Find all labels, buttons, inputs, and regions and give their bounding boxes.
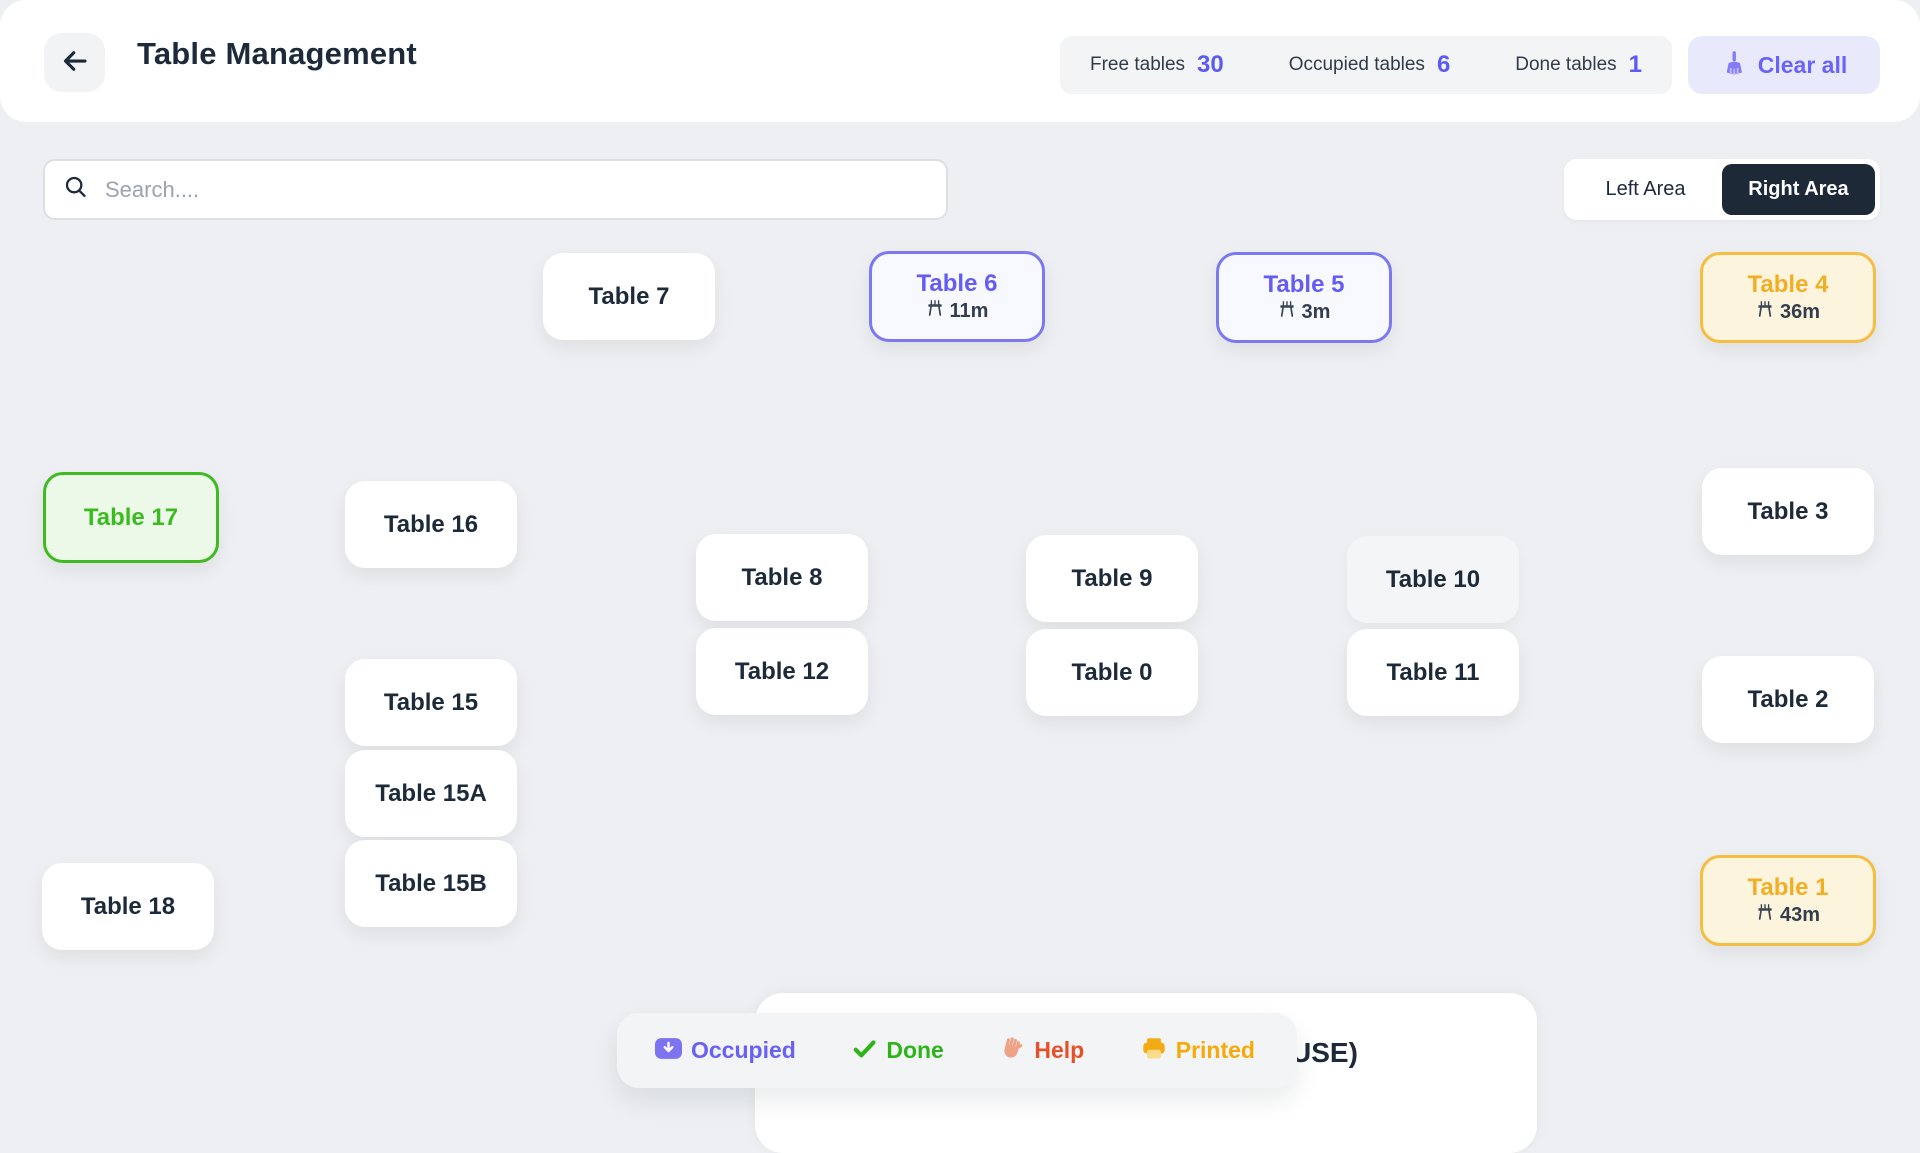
table-icon xyxy=(1756,300,1774,324)
check-icon xyxy=(852,1036,877,1066)
table-card-label: Table 7 xyxy=(588,282,670,310)
table-timer: 43m xyxy=(1756,903,1820,927)
left-area-button[interactable]: Left Area xyxy=(1569,164,1722,215)
table-card[interactable]: Table 7 xyxy=(543,253,715,340)
clear-all-button[interactable]: Clear all xyxy=(1688,36,1880,94)
stats-bar: Free tables 30 Occupied tables 6 Done ta… xyxy=(1060,36,1672,94)
legend-item-help: Help xyxy=(1000,1036,1084,1066)
table-timer: 36m xyxy=(1756,300,1820,324)
table-card-label: Table 15 xyxy=(383,688,479,716)
table-card[interactable]: Table 4 36m xyxy=(1700,252,1876,343)
occupied-tray-icon xyxy=(655,1037,682,1064)
table-card-label: Table 2 xyxy=(1747,685,1829,713)
search-box xyxy=(43,159,948,220)
table-card-label: Table 17 xyxy=(83,503,179,531)
page-title: Table Management xyxy=(137,36,417,71)
table-timer: 3m xyxy=(1278,300,1331,324)
table-card-label: Table 10 xyxy=(1385,565,1481,593)
table-card-label: Table 0 xyxy=(1071,658,1153,686)
stat-value: 30 xyxy=(1197,51,1224,78)
table-timer-text: 11m xyxy=(949,299,989,322)
table-card[interactable]: Table 3 xyxy=(1702,468,1874,555)
broom-icon xyxy=(1721,50,1747,81)
table-card-label: Table 18 xyxy=(80,892,176,920)
search-icon xyxy=(63,174,89,205)
printer-icon xyxy=(1141,1037,1167,1065)
table-card[interactable]: Table 15 xyxy=(345,659,517,746)
stat-label: Free tables xyxy=(1090,54,1186,75)
legend-item-occupied: Occupied xyxy=(655,1037,796,1064)
table-card[interactable]: Table 1 43m xyxy=(1700,855,1876,946)
table-card-label: Table 12 xyxy=(734,657,830,685)
stat-occupied-tables: Occupied tables 6 xyxy=(1289,51,1451,79)
clear-all-label: Clear all xyxy=(1757,51,1848,78)
table-icon xyxy=(1756,903,1774,927)
table-icon xyxy=(926,299,944,323)
stat-value: 1 xyxy=(1628,51,1642,78)
legend-label: Occupied xyxy=(691,1037,796,1063)
table-timer-text: 43m xyxy=(1779,903,1821,926)
table-card-label: Table 6 xyxy=(916,270,998,297)
table-card-label: Table 9 xyxy=(1071,564,1153,592)
table-card[interactable]: Table 16 xyxy=(345,481,517,568)
floor-plan: Table 7 Table 6 11m Table 5 xyxy=(42,251,1876,950)
table-timer-text: 3m xyxy=(1301,300,1331,323)
table-card-label: Table 16 xyxy=(383,510,479,538)
status-legend: Occupied Done Help xyxy=(617,1013,1297,1088)
partial-table-card-label: USE) xyxy=(1291,1037,1358,1068)
stat-free-tables: Free tables 30 xyxy=(1090,51,1224,79)
table-card[interactable]: Table 12 xyxy=(696,628,868,715)
legend-label: Done xyxy=(886,1037,944,1063)
table-card[interactable]: Table 6 11m xyxy=(869,251,1045,342)
table-card[interactable]: Table 18 xyxy=(42,863,214,950)
back-arrow-icon xyxy=(60,46,90,79)
table-icon xyxy=(1278,300,1296,324)
stat-label: Occupied tables xyxy=(1288,54,1425,75)
legend-item-printed: Printed xyxy=(1141,1037,1255,1065)
stat-done-tables: Done tables 1 xyxy=(1515,51,1642,79)
table-card[interactable]: Table 8 xyxy=(696,534,868,621)
table-card-label: Table 3 xyxy=(1747,497,1829,525)
table-card[interactable]: Table 0 xyxy=(1026,629,1198,716)
legend-label: Help xyxy=(1034,1037,1085,1063)
legend-label: Printed xyxy=(1175,1037,1255,1063)
waving-hand-icon xyxy=(1000,1036,1025,1066)
search-input[interactable] xyxy=(103,175,928,204)
area-toggle: Left Area Right Area xyxy=(1564,159,1880,220)
table-card[interactable]: Table 11 xyxy=(1347,629,1519,716)
table-card-label: Table 1 xyxy=(1747,874,1829,901)
table-card-label: Table 4 xyxy=(1747,271,1829,298)
table-card-label: Table 5 xyxy=(1263,271,1345,298)
right-area-button[interactable]: Right Area xyxy=(1722,164,1875,215)
table-card[interactable]: Table 9 xyxy=(1026,535,1198,622)
table-card[interactable]: Table 10 xyxy=(1347,536,1519,623)
back-button[interactable] xyxy=(44,33,105,92)
stat-label: Done tables xyxy=(1515,54,1617,75)
table-timer: 11m xyxy=(926,299,989,323)
table-card[interactable]: Table 2 xyxy=(1702,656,1874,743)
table-card-label: Table 15A xyxy=(375,779,487,807)
table-card-label: Table 8 xyxy=(741,563,823,591)
table-card[interactable]: Table 15A xyxy=(345,750,517,837)
table-card-label: Table 15B xyxy=(375,869,487,897)
table-card[interactable]: Table 17 xyxy=(43,472,219,563)
table-card[interactable]: Table 5 3m xyxy=(1216,252,1392,343)
stat-value: 6 xyxy=(1436,51,1451,78)
table-card[interactable]: Table 15B xyxy=(345,840,517,927)
table-card-label: Table 11 xyxy=(1386,658,1480,686)
legend-item-done: Done xyxy=(852,1036,944,1066)
table-timer-text: 36m xyxy=(1779,300,1821,323)
header: Table Management Free tables 30 Occupied… xyxy=(0,0,1920,122)
